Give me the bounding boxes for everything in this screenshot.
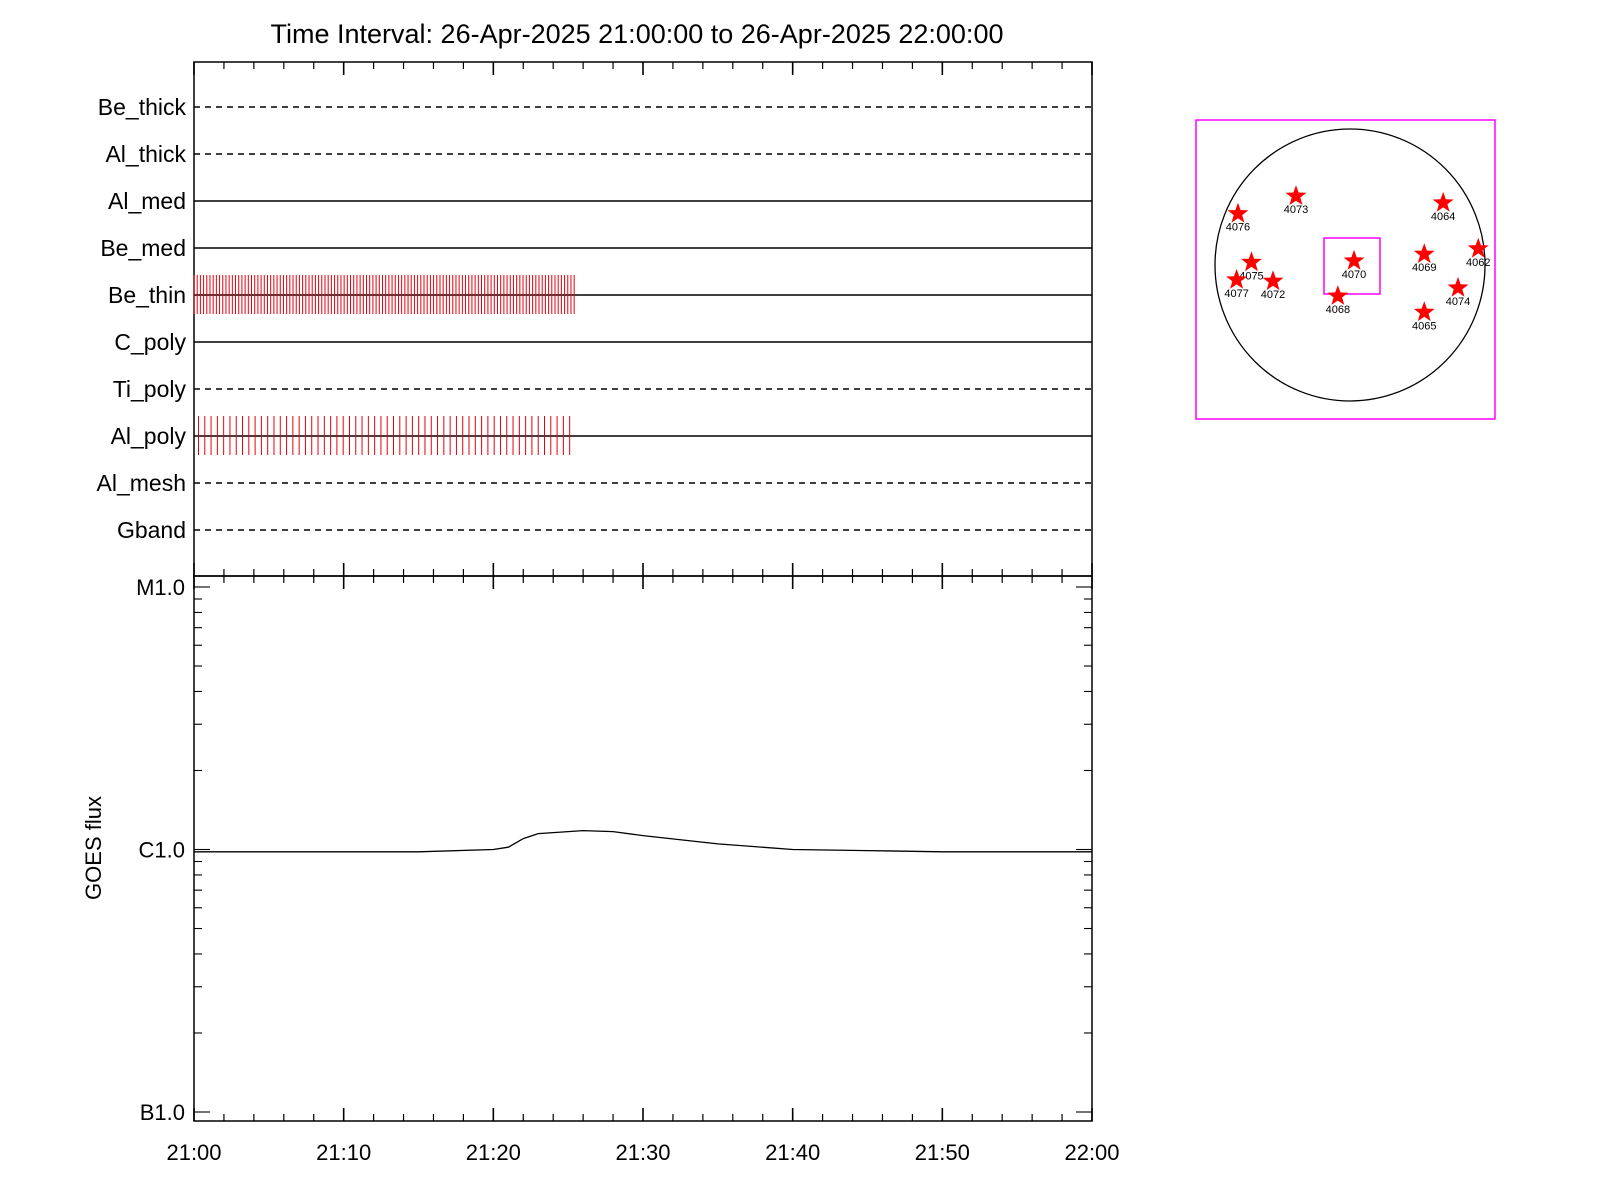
field-of-view-box (1323, 237, 1381, 295)
filter-label-be-thick: Be_thick (98, 94, 187, 120)
active-region-marker (1413, 243, 1435, 264)
active-region-label: 4074 (1446, 296, 1470, 308)
y-tick-label: B1.0 (140, 1100, 185, 1125)
filter-label-gband: Gband (117, 517, 186, 543)
active-region-marker (1467, 237, 1489, 258)
active-region-marker (1447, 276, 1469, 297)
active-region-marker (1285, 185, 1307, 205)
active-region-label: 4064 (1431, 211, 1455, 223)
active-region-label: 4062 (1466, 257, 1490, 269)
filter-label-al-poly: Al_poly (111, 423, 187, 449)
active-region-marker (1241, 251, 1262, 272)
filter-label-ti-poly: Ti_poly (113, 376, 187, 402)
active-region-label: 4069 (1412, 262, 1436, 274)
active-region-label: 4077 (1224, 288, 1248, 300)
filter-label-be-thin: Be_thin (108, 282, 186, 308)
goes-y-axis-label: GOES flux (81, 796, 106, 900)
x-tick-label: 21:40 (765, 1140, 820, 1165)
active-region-label: 4068 (1326, 304, 1350, 316)
filter-label-al-mesh: Al_mesh (97, 470, 186, 496)
active-region-marker (1343, 249, 1365, 270)
active-region-label: 4076 (1226, 222, 1250, 234)
filter-label-al-med: Al_med (108, 188, 186, 214)
x-tick-label: 21:30 (615, 1140, 670, 1165)
timeline-frame (193, 61, 1093, 577)
active-region-marker (1262, 270, 1284, 291)
active-region-marker (1226, 268, 1248, 289)
x-tick-label: 21:10 (316, 1140, 371, 1165)
y-tick-label: M1.0 (136, 575, 185, 600)
active-region-marker (1432, 191, 1454, 212)
chart-title: Time Interval: 26-Apr-2025 21:00:00 to 2… (271, 19, 1004, 49)
y-tick-label: C1.0 (139, 838, 185, 863)
active-region-label: 4065 (1412, 320, 1436, 332)
solar-disk (1214, 128, 1486, 402)
x-tick-label: 21:50 (915, 1140, 970, 1165)
goes-frame (193, 575, 1093, 1122)
active-region-label: 4072 (1261, 289, 1285, 301)
filter-label-be-med: Be_med (100, 235, 186, 261)
active-region-marker (1327, 285, 1349, 305)
active-region-marker (1413, 301, 1435, 322)
sun-map-frame (1195, 119, 1496, 420)
filter-label-al-thick: Al_thick (105, 141, 186, 167)
x-tick-label: 21:20 (466, 1140, 521, 1165)
filter-label-c-poly: C_poly (114, 329, 186, 355)
goes-flux-panel: GOES flux B1.0 C1.0 M1.0 21:00 21:10 21:20 21:… (81, 62, 1120, 1165)
x-tick-label: 21:00 (166, 1140, 221, 1165)
active-region-label: 4070 (1342, 269, 1366, 281)
active-region-label: 4075 (1239, 270, 1263, 282)
x-tick-label: 22:00 (1064, 1140, 1119, 1165)
active-region-marker (1227, 202, 1249, 223)
solar-disk-map: 4076 4073 4064 4062 4075 4077 4072 4070 4069 4068… (1195, 119, 1496, 420)
active-region-label: 4073 (1284, 204, 1308, 216)
filter-timeline-panel: Be_thick Al_thick Al_med Be_med Be_thin C_pol… (97, 61, 1093, 577)
goes-flux-line (194, 829, 1092, 853)
